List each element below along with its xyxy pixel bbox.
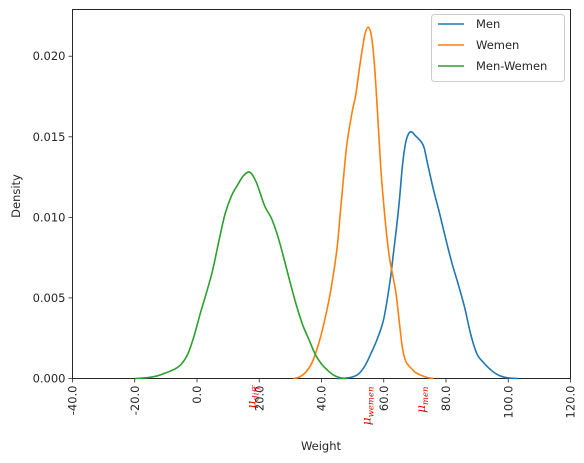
x-tick-label: -20.0 bbox=[128, 386, 142, 416]
series-lines bbox=[134, 26, 518, 380]
mu-men-label: μmen bbox=[414, 387, 431, 413]
y-axis-title: Density bbox=[9, 174, 23, 218]
series-line-men-wemen bbox=[134, 171, 347, 380]
mean-annotations: μdiff μwemen μmen bbox=[244, 385, 431, 426]
x-axis-title: Weight bbox=[301, 439, 342, 453]
x-tick-label: 40.0 bbox=[315, 386, 329, 412]
x-tick-label: 80.0 bbox=[439, 386, 453, 412]
x-axis-ticks: -40.0 -20.0 0.0 20.0 40.0 60.0 80.0 100.0 120.0 bbox=[66, 378, 578, 419]
y-axis-ticks: 0.000 0.005 0.010 0.015 0.020 bbox=[33, 49, 73, 386]
x-tick-label: 20.0 bbox=[252, 386, 266, 412]
y-tick-label: 0.020 bbox=[33, 49, 66, 63]
legend: Men Wemen Men-Wemen bbox=[431, 14, 565, 82]
series-line-wemen bbox=[293, 26, 434, 380]
legend-frame bbox=[431, 14, 565, 82]
x-tick-label: -40.0 bbox=[66, 386, 80, 416]
y-tick-label: 0.010 bbox=[33, 210, 66, 224]
mu-diff-label: μdiff bbox=[244, 385, 261, 409]
y-tick-label: 0.000 bbox=[33, 372, 66, 386]
series-line-men bbox=[337, 131, 518, 380]
mu-wemen-label: μwemen bbox=[360, 387, 377, 426]
x-tick-label: 0.0 bbox=[190, 386, 204, 404]
y-tick-label: 0.005 bbox=[33, 291, 66, 305]
x-tick-label: 120.0 bbox=[564, 386, 578, 419]
y-tick-label: 0.015 bbox=[33, 130, 66, 144]
legend-label-men: Men bbox=[476, 17, 500, 31]
legend-label-wemen: Wemen bbox=[476, 38, 519, 52]
x-tick-label: 60.0 bbox=[377, 386, 391, 412]
legend-label-men-wemen: Men-Wemen bbox=[476, 59, 547, 73]
x-tick-label: 100.0 bbox=[501, 386, 515, 419]
